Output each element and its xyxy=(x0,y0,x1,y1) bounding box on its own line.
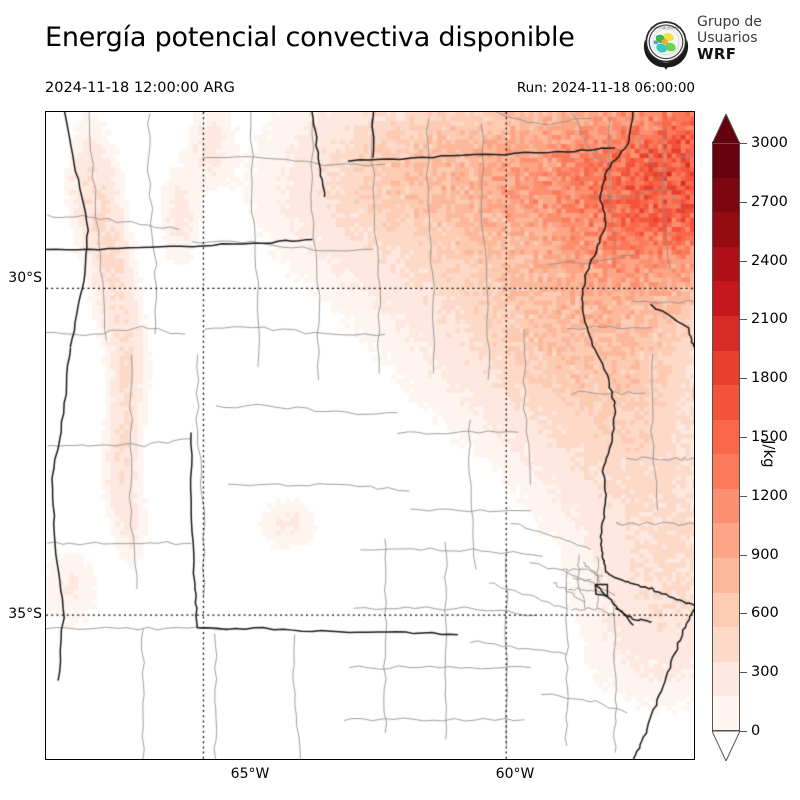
colorbar-band xyxy=(712,522,740,559)
colorbar-band xyxy=(712,592,740,628)
colorbar-tick xyxy=(740,731,747,732)
colorbar-band xyxy=(712,384,740,420)
colorbar-band xyxy=(712,695,740,731)
colorbar-band xyxy=(712,488,740,524)
colorbar-tick-label: 2700 xyxy=(751,193,788,210)
colorbar-tick-label: 600 xyxy=(751,605,779,622)
colorbar-band xyxy=(712,419,740,455)
colorbar-band xyxy=(712,349,740,386)
colorbar-tick-label: 3000 xyxy=(751,135,788,151)
valid-time-label: 2024-11-18 12:00:00 ARG xyxy=(45,80,235,96)
colorbar-tick-label: 1800 xyxy=(751,370,788,387)
wrf-user-group-seal-icon: GRUPO DE USUARIOS xyxy=(643,21,689,70)
colorbar-band xyxy=(712,246,740,282)
colorbar[interactable]: 3000 2700 2400 2100 1800 1500 1200 900 600 300 0 J… xyxy=(708,110,800,770)
colorbar-band xyxy=(712,177,740,213)
lon-label-60w: 60°W xyxy=(495,766,535,782)
colorbar-top-arrow xyxy=(712,114,740,144)
colorbar-band xyxy=(712,315,740,351)
colorbar-band xyxy=(712,453,740,489)
run-time-label: Run: 2024-11-18 06:00:00 xyxy=(516,80,695,96)
colorbar-tick xyxy=(740,495,747,497)
colorbar-tick-label: 900 xyxy=(751,546,779,563)
colorbar-tick xyxy=(740,554,747,556)
colorbar-tick xyxy=(740,201,747,203)
colorbar-tick xyxy=(740,319,747,321)
colorbar-tick xyxy=(740,672,747,674)
logo-line-2: Usuarios xyxy=(697,30,758,46)
logo-line-3: WRF xyxy=(697,45,737,63)
colorbar-tick xyxy=(740,260,747,262)
lon-label-65w: 65°W xyxy=(230,766,270,782)
colorbar-tick xyxy=(740,378,747,380)
lat-label-35s: 35°S xyxy=(8,606,42,622)
colorbar-tick xyxy=(740,143,747,144)
colorbar-band xyxy=(712,626,740,662)
colorbar-tick-label: 1500 xyxy=(751,429,788,445)
colorbar-bottom-arrow xyxy=(712,731,740,761)
colorbar-band xyxy=(712,142,740,178)
colorbar-band xyxy=(712,661,740,697)
colorbar-band xyxy=(712,211,740,247)
page-title: Energía potencial convectiva disponible xyxy=(45,22,575,53)
logo-line-1: Grupo de xyxy=(697,14,762,30)
logo: GRUPO DE USUARIOS Grupo de Usuarios WRF xyxy=(637,12,797,76)
svg-text:GRUPO DE USUARIOS: GRUPO DE USUARIOS xyxy=(650,26,681,30)
colorbar-band xyxy=(712,557,740,593)
colorbar-band xyxy=(712,280,740,316)
map-plot-area[interactable] xyxy=(45,111,695,760)
colorbar-tick-label: 1200 xyxy=(751,487,788,504)
logo-text: Grupo de Usuarios WRF xyxy=(697,14,797,62)
colorbar-tick xyxy=(740,613,747,615)
colorbar-tick-label: 2100 xyxy=(751,311,788,328)
lat-label-30s: 30°S xyxy=(8,270,42,286)
colorbar-tick-label: 0 xyxy=(751,723,761,739)
colorbar-unit-label: J/kg xyxy=(760,440,778,468)
colorbar-tick-label: 2400 xyxy=(751,252,788,269)
colorbar-bands xyxy=(712,142,740,731)
colorbar-tick-label: 300 xyxy=(751,664,779,681)
colorbar-tick xyxy=(740,437,747,438)
cape-field-canvas xyxy=(46,112,694,759)
